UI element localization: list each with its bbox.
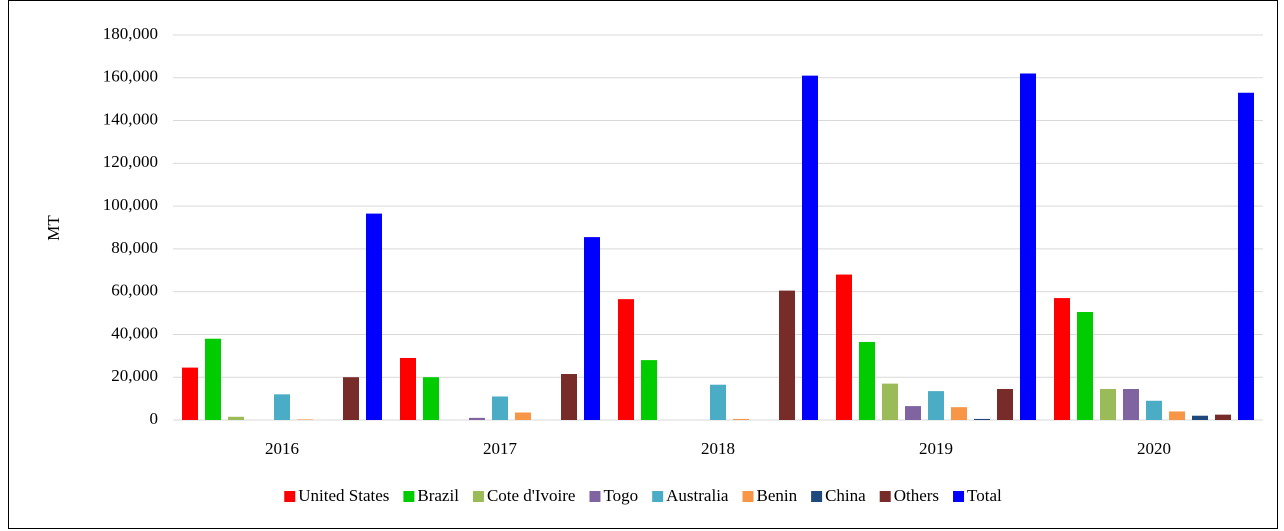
bar xyxy=(974,418,990,420)
y-tick-label: 40,000 xyxy=(111,323,158,342)
legend-swatch xyxy=(403,491,415,502)
legend-label: United States xyxy=(298,486,389,505)
bar xyxy=(997,388,1013,420)
bar xyxy=(951,407,967,420)
bar xyxy=(733,418,749,420)
bar xyxy=(297,419,313,420)
bar xyxy=(1100,388,1116,420)
bar xyxy=(905,406,921,420)
bar xyxy=(561,374,577,420)
legend-swatch xyxy=(742,491,754,502)
legend-swatch xyxy=(284,491,296,502)
legend-label: Australia xyxy=(666,486,729,505)
legend-swatch xyxy=(472,491,484,502)
bar xyxy=(584,237,600,420)
bar xyxy=(618,299,634,420)
bar xyxy=(928,391,944,420)
bar xyxy=(182,367,198,420)
bar xyxy=(205,338,221,420)
y-axis-label: MT xyxy=(44,215,63,241)
legend-label: Benin xyxy=(756,486,797,505)
legend-swatch xyxy=(811,491,823,502)
bar xyxy=(882,383,898,420)
bar xyxy=(366,213,382,420)
bar xyxy=(423,377,439,420)
y-tick-label: 80,000 xyxy=(111,238,158,257)
bar xyxy=(1169,411,1185,420)
bar xyxy=(1054,298,1070,420)
legend-label: China xyxy=(825,486,866,505)
y-tick-label: 20,000 xyxy=(111,366,158,385)
y-tick-label: 160,000 xyxy=(103,67,158,86)
bar xyxy=(1215,414,1231,420)
bar xyxy=(1238,92,1254,420)
bar xyxy=(836,274,852,420)
bar xyxy=(1077,311,1093,420)
legend-swatch xyxy=(652,491,664,502)
bar xyxy=(492,396,508,420)
legend-label: Total xyxy=(967,486,1002,505)
x-tick-label: 2018 xyxy=(701,439,735,458)
x-tick-label: 2017 xyxy=(483,439,518,458)
y-tick-label: 0 xyxy=(150,409,159,428)
bar xyxy=(779,290,795,420)
bar xyxy=(802,75,818,420)
bar xyxy=(400,357,416,420)
y-tick-label: 180,000 xyxy=(103,24,158,43)
x-tick-label: 2016 xyxy=(265,439,299,458)
legend-label: Brazil xyxy=(417,486,459,505)
chart-border xyxy=(8,0,1278,529)
bar xyxy=(228,416,244,420)
y-tick-label: 120,000 xyxy=(103,152,158,171)
x-tick-label: 2020 xyxy=(1137,439,1171,458)
y-tick-label: 140,000 xyxy=(103,109,158,128)
y-tick-label: 100,000 xyxy=(103,195,158,214)
legend-label: Cote d'Ivoire xyxy=(487,486,576,505)
legend-swatch xyxy=(589,491,601,502)
bar xyxy=(710,384,726,420)
legend-label: Togo xyxy=(603,486,638,505)
bar xyxy=(1192,415,1208,420)
bar xyxy=(859,341,875,420)
bar xyxy=(641,360,657,420)
legend-label: Others xyxy=(894,486,939,505)
bar xyxy=(1146,400,1162,420)
bar xyxy=(1020,73,1036,420)
bar xyxy=(515,412,531,420)
legend-swatch xyxy=(879,491,891,502)
legend-swatch xyxy=(953,491,965,502)
y-tick-label: 60,000 xyxy=(111,281,158,300)
bar xyxy=(343,377,359,420)
x-tick-label: 2019 xyxy=(919,439,953,458)
bar xyxy=(274,394,290,420)
bar xyxy=(469,417,485,420)
bar xyxy=(1123,388,1139,420)
